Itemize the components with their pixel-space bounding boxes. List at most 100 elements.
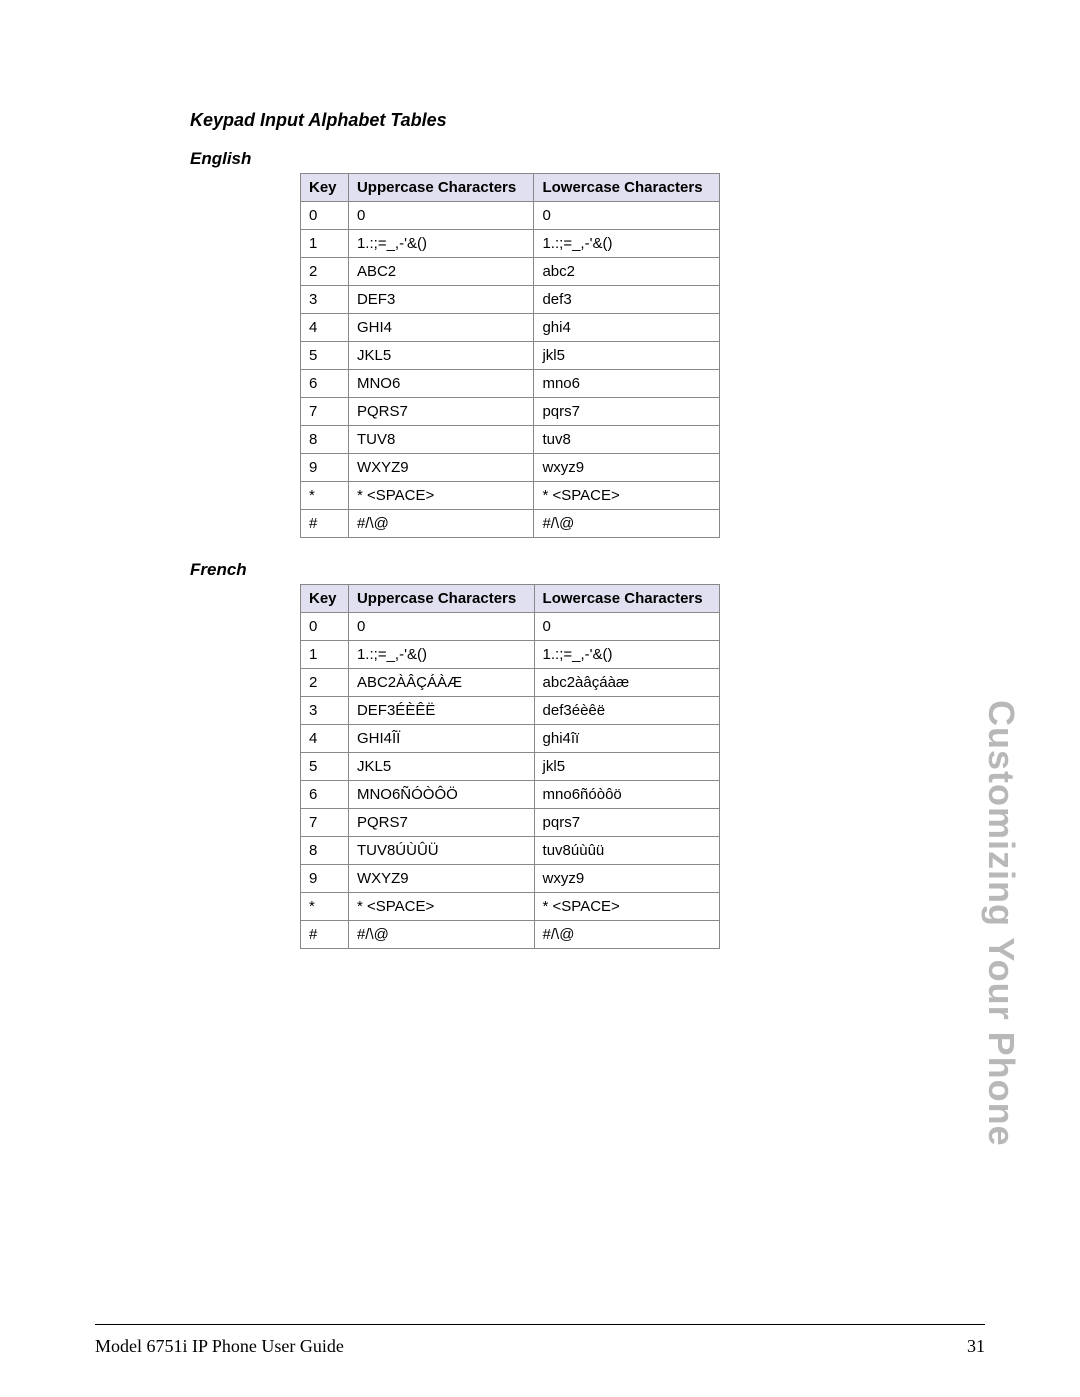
cell-key: 0 [301, 613, 349, 641]
col-header-key: Key [301, 585, 349, 613]
cell-lower: jkl5 [534, 753, 719, 781]
cell-lower: * <SPACE> [534, 893, 719, 921]
cell-key: 2 [301, 258, 349, 286]
cell-lower: 1.:;=_,-'&() [534, 641, 719, 669]
footer: Model 6751i IP Phone User Guide 31 [95, 1336, 985, 1357]
cell-key: * [301, 482, 349, 510]
cell-upper: 1.:;=_,-'&() [348, 230, 534, 258]
cell-upper: #/\@ [348, 510, 534, 538]
english-section: English Key Uppercase Characters Lowerca… [190, 149, 985, 538]
cell-key: * [301, 893, 349, 921]
table-row: 5JKL5jkl5 [301, 753, 720, 781]
cell-key: 2 [301, 669, 349, 697]
cell-upper: MNO6 [348, 370, 534, 398]
cell-key: 1 [301, 230, 349, 258]
table-row: ##/\@#/\@ [301, 510, 720, 538]
table-row: 11.:;=_,-'&()1.:;=_,-'&() [301, 230, 720, 258]
table-row: 5JKL5jkl5 [301, 342, 720, 370]
table-row: 000 [301, 202, 720, 230]
cell-key: # [301, 510, 349, 538]
table-header-row: Key Uppercase Characters Lowercase Chara… [301, 174, 720, 202]
cell-lower: 0 [534, 202, 720, 230]
cell-upper: PQRS7 [348, 398, 534, 426]
table-row: 7PQRS7pqrs7 [301, 809, 720, 837]
col-header-lower: Lowercase Characters [534, 174, 720, 202]
table-row: ** <SPACE>* <SPACE> [301, 893, 720, 921]
french-table: Key Uppercase Characters Lowercase Chara… [300, 584, 720, 949]
cell-key: 9 [301, 865, 349, 893]
table-row: 6MNO6ÑÓÒÔÖmno6ñóòôö [301, 781, 720, 809]
cell-key: 4 [301, 314, 349, 342]
cell-key: 5 [301, 753, 349, 781]
cell-key: 6 [301, 781, 349, 809]
cell-upper: JKL5 [348, 753, 534, 781]
cell-upper: ABC2 [348, 258, 534, 286]
english-table: Key Uppercase Characters Lowercase Chara… [300, 173, 720, 538]
french-table-wrap: Key Uppercase Characters Lowercase Chara… [300, 584, 985, 949]
cell-key: 8 [301, 426, 349, 454]
english-table-wrap: Key Uppercase Characters Lowercase Chara… [300, 173, 985, 538]
cell-key: 3 [301, 286, 349, 314]
cell-key: 5 [301, 342, 349, 370]
col-header-upper: Uppercase Characters [348, 174, 534, 202]
footer-right: 31 [967, 1336, 985, 1357]
side-section-label: Customizing Your Phone [980, 700, 1022, 1147]
footer-rule [95, 1324, 985, 1325]
table-row: ** <SPACE>* <SPACE> [301, 482, 720, 510]
cell-lower: def3 [534, 286, 720, 314]
cell-upper: DEF3ÉÈÊË [348, 697, 534, 725]
table-row: 4GHI4ghi4 [301, 314, 720, 342]
table-header-row: Key Uppercase Characters Lowercase Chara… [301, 585, 720, 613]
cell-key: 3 [301, 697, 349, 725]
cell-key: # [301, 921, 349, 949]
cell-upper: 0 [348, 202, 534, 230]
table-row: 9WXYZ9wxyz9 [301, 454, 720, 482]
cell-upper: JKL5 [348, 342, 534, 370]
english-label: English [190, 149, 985, 169]
cell-key: 7 [301, 809, 349, 837]
page: Keypad Input Alphabet Tables English Key… [0, 0, 1080, 1397]
table-row: 3DEF3def3 [301, 286, 720, 314]
cell-lower: tuv8 [534, 426, 720, 454]
cell-upper: MNO6ÑÓÒÔÖ [348, 781, 534, 809]
cell-key: 6 [301, 370, 349, 398]
cell-lower: ghi4 [534, 314, 720, 342]
cell-lower: 0 [534, 613, 719, 641]
cell-lower: ghi4îï [534, 725, 719, 753]
table-row: 11.:;=_,-'&()1.:;=_,-'&() [301, 641, 720, 669]
cell-upper: TUV8 [348, 426, 534, 454]
cell-key: 9 [301, 454, 349, 482]
table-row: 8TUV8ÚÙÛÜtuv8úùûü [301, 837, 720, 865]
table-row: 2ABC2abc2 [301, 258, 720, 286]
cell-lower: pqrs7 [534, 398, 720, 426]
col-header-lower: Lowercase Characters [534, 585, 719, 613]
cell-upper: WXYZ9 [348, 454, 534, 482]
footer-left: Model 6751i IP Phone User Guide [95, 1336, 344, 1357]
cell-lower: mno6 [534, 370, 720, 398]
cell-upper: WXYZ9 [348, 865, 534, 893]
cell-lower: jkl5 [534, 342, 720, 370]
col-header-upper: Uppercase Characters [348, 585, 534, 613]
cell-upper: * <SPACE> [348, 893, 534, 921]
french-label: French [190, 560, 985, 580]
cell-lower: * <SPACE> [534, 482, 720, 510]
table-row: 9WXYZ9wxyz9 [301, 865, 720, 893]
cell-upper: GHI4 [348, 314, 534, 342]
table-row: 6MNO6mno6 [301, 370, 720, 398]
table-row: ##/\@#/\@ [301, 921, 720, 949]
cell-upper: ABC2ÀÂÇÁÀÆ [348, 669, 534, 697]
cell-lower: #/\@ [534, 921, 719, 949]
section-title: Keypad Input Alphabet Tables [190, 110, 985, 131]
cell-upper: PQRS7 [348, 809, 534, 837]
cell-lower: mno6ñóòôö [534, 781, 719, 809]
cell-upper: * <SPACE> [348, 482, 534, 510]
cell-lower: pqrs7 [534, 809, 719, 837]
cell-lower: wxyz9 [534, 865, 719, 893]
table-row: 3DEF3ÉÈÊËdef3éèêë [301, 697, 720, 725]
table-row: 8TUV8tuv8 [301, 426, 720, 454]
cell-upper: 0 [348, 613, 534, 641]
cell-lower: 1.:;=_,-'&() [534, 230, 720, 258]
cell-lower: abc2 [534, 258, 720, 286]
cell-lower: tuv8úùûü [534, 837, 719, 865]
cell-lower: abc2àâçáàæ [534, 669, 719, 697]
